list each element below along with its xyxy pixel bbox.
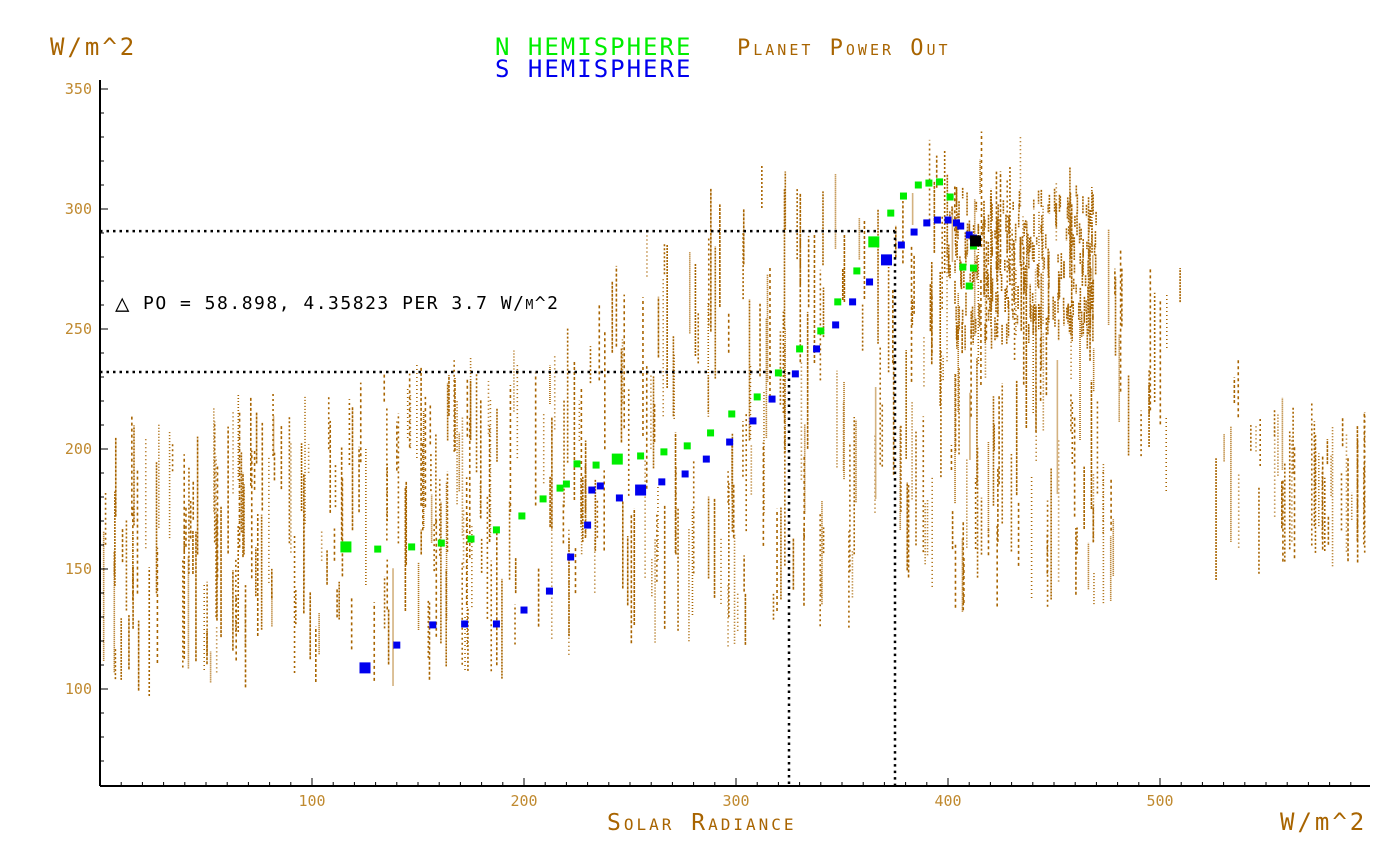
data-point — [944, 216, 952, 224]
data-point — [596, 482, 604, 490]
data-point — [702, 455, 710, 463]
data-point — [658, 478, 666, 486]
data-point — [408, 543, 416, 551]
data-point — [635, 484, 647, 496]
data-point — [467, 535, 475, 543]
data-point — [753, 393, 761, 401]
data-point — [518, 512, 526, 520]
series-current — [970, 235, 982, 247]
data-point — [768, 395, 776, 403]
data-point — [936, 178, 944, 186]
data-point — [562, 480, 570, 488]
data-point — [573, 460, 581, 468]
x-tick-label: 200 — [510, 792, 537, 810]
data-point — [832, 321, 840, 329]
data-point — [681, 470, 689, 478]
data-point — [437, 539, 445, 547]
data-point — [774, 369, 782, 377]
x-tick-label: 500 — [1146, 792, 1173, 810]
x-axis-unit: W/m^2 — [1280, 808, 1367, 836]
data-point — [556, 484, 564, 492]
data-point — [933, 216, 941, 224]
data-point — [393, 641, 401, 649]
data-point — [683, 442, 691, 450]
data-point — [946, 193, 954, 201]
data-point — [726, 438, 734, 446]
data-point — [965, 282, 973, 290]
data-point — [796, 345, 804, 353]
data-point — [965, 231, 973, 239]
data-point — [728, 410, 736, 418]
data-point — [952, 219, 960, 227]
data-point — [957, 222, 965, 230]
axes — [99, 80, 1370, 787]
data-point — [866, 278, 874, 286]
y-axis-unit: W/m^2 — [50, 33, 137, 61]
data-point — [817, 327, 825, 335]
series-s-hemisphere — [359, 216, 977, 674]
data-point — [749, 417, 757, 425]
legend-n-hemisphere: N HEMISPHERE — [495, 33, 692, 61]
data-point — [970, 235, 982, 247]
data-point — [834, 298, 842, 306]
x-axis-label: Solar Radiance — [607, 810, 797, 836]
data-point — [492, 526, 500, 534]
guide-lines — [100, 229, 897, 786]
data-point — [813, 345, 821, 353]
data-point — [925, 179, 933, 187]
delta-icon: △ — [115, 289, 130, 317]
y-tick-label: 100 — [65, 680, 92, 698]
data-point — [959, 263, 967, 271]
data-point — [545, 587, 553, 595]
x-tick-label: 400 — [934, 792, 961, 810]
data-point — [340, 541, 352, 553]
data-point — [923, 219, 931, 227]
x-tick-label: 100 — [298, 792, 325, 810]
data-point — [588, 486, 596, 494]
chart-title: Planet Power Out — [737, 36, 951, 61]
data-point — [887, 209, 895, 217]
data-point — [611, 453, 623, 465]
data-point — [897, 241, 905, 249]
data-point — [374, 545, 382, 553]
y-tick-label: 350 — [65, 80, 92, 98]
data-point — [660, 448, 668, 456]
data-point — [791, 370, 799, 378]
data-point — [615, 494, 623, 502]
data-point — [592, 461, 600, 469]
legend-s-hemisphere: S HEMISPHERE — [495, 55, 692, 83]
data-point — [584, 521, 592, 529]
ticks: 100 200 300 400 500 100 150 200 250 300 350 — [65, 80, 1352, 810]
annotation: △ PO = 58.898, 4.35823 PER 3.7 W/m^2 — [115, 289, 559, 317]
annotation-text: PO = 58.898, 4.35823 PER 3.7 W/m^2 — [143, 293, 559, 314]
data-point — [461, 620, 469, 628]
x-tick-label: 300 — [722, 792, 749, 810]
data-point — [492, 620, 500, 628]
series-n-hemisphere — [340, 178, 977, 553]
power-out-scatter — [99, 131, 1366, 696]
data-point — [567, 553, 575, 561]
data-point — [539, 495, 547, 503]
data-point — [881, 254, 893, 266]
y-tick-label: 200 — [65, 440, 92, 458]
data-point — [899, 192, 907, 200]
data-point — [429, 621, 437, 629]
hemisphere-points — [340, 178, 982, 674]
data-point — [910, 228, 918, 236]
y-tick-label: 250 — [65, 320, 92, 338]
data-point — [853, 267, 861, 275]
data-point — [914, 181, 922, 189]
data-point — [520, 606, 528, 614]
data-point — [707, 429, 715, 437]
y-tick-label: 300 — [65, 200, 92, 218]
data-point — [637, 452, 645, 460]
y-tick-label: 150 — [65, 560, 92, 578]
data-point — [969, 264, 977, 272]
data-point — [868, 236, 880, 248]
data-point — [849, 298, 857, 306]
data-point — [359, 662, 371, 674]
